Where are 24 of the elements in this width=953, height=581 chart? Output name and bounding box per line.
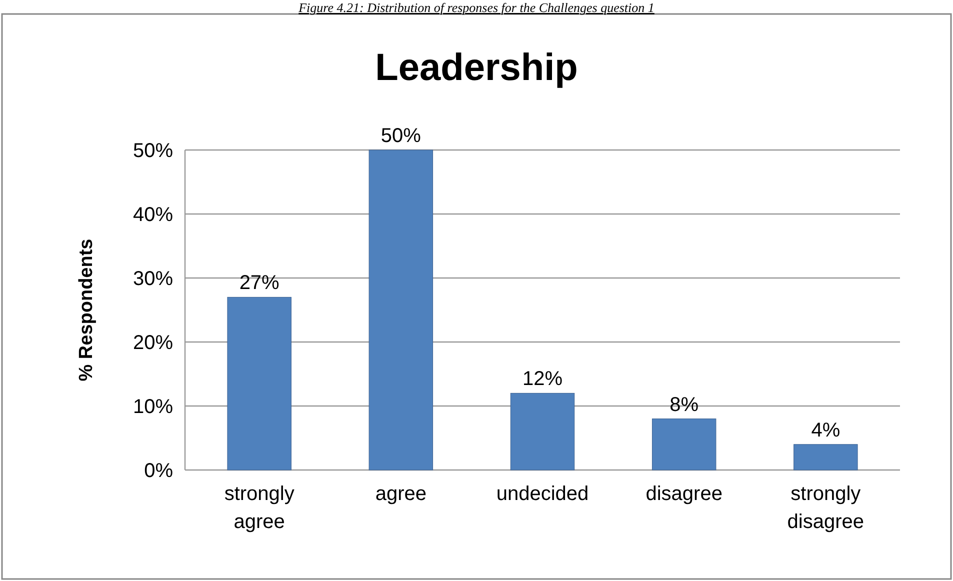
bar (794, 444, 858, 470)
caption: Figure 4.21: Distribution of responses for the Challenges question 1 (298, 0, 654, 15)
data-label: 12% (522, 368, 563, 390)
y-tick-label: 50% (132, 140, 174, 162)
x-tick-label: strongly agree (224, 483, 294, 533)
y-tick-label: 20% (132, 332, 174, 354)
bar (510, 392, 575, 470)
bar (227, 296, 292, 470)
x-tick-label: strongly disagree (787, 483, 864, 533)
data-label: 50% (380, 125, 422, 147)
y-tick-label: 0% (144, 460, 174, 482)
y-tick-label: 30% (132, 268, 174, 290)
x-tick-label: disagree (646, 483, 722, 505)
y-tick-label: 40% (132, 204, 174, 226)
x-tick-label: undecided (496, 483, 589, 505)
y-tick-label: 10% (132, 396, 174, 418)
chart-title: Leadership (375, 47, 578, 89)
data-label: 8% (670, 394, 699, 416)
data-label: 4% (811, 419, 840, 442)
bar (652, 418, 716, 470)
bar (368, 150, 434, 470)
data-label: 27% (239, 272, 280, 294)
y-axis-title: % Respondents (76, 238, 97, 382)
x-tick-label: agree (375, 483, 426, 505)
